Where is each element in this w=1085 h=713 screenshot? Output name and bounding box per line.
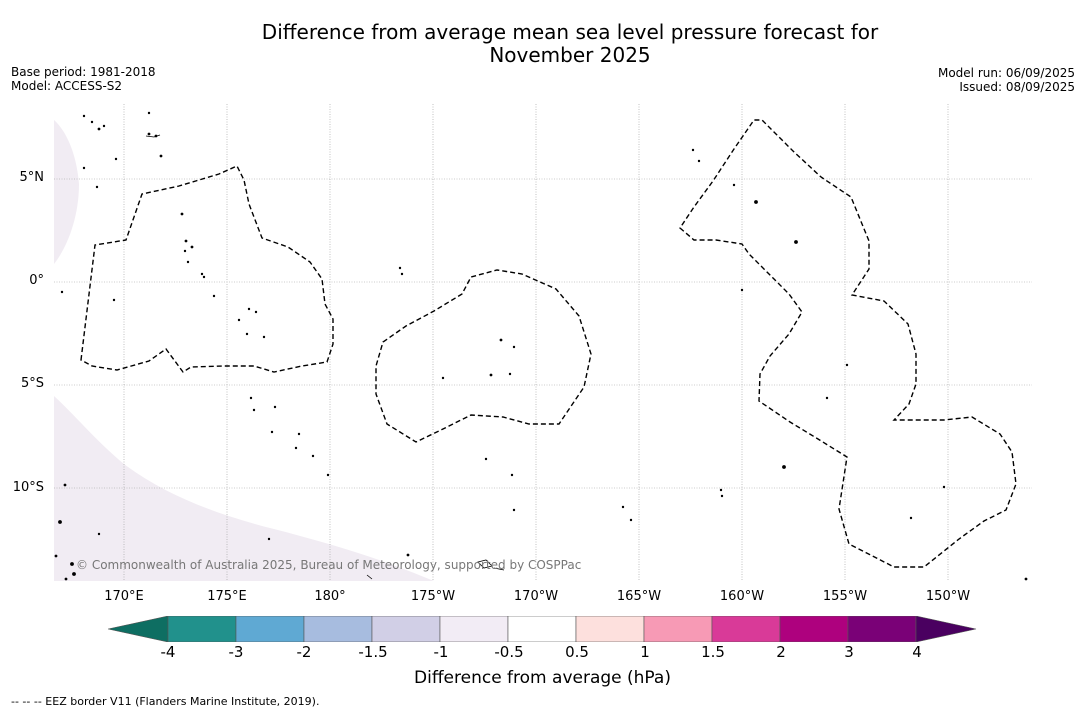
colorbar-segment: [575, 616, 645, 642]
lon-label-155w: 155°W: [822, 589, 868, 604]
cb-tick: 1.5: [701, 643, 725, 661]
cb-tick: 4: [912, 643, 922, 661]
lat-label-5s: 5°S: [20, 376, 44, 391]
lon-label-160w: 160°W: [719, 589, 765, 604]
lon-label-180: 180°: [314, 589, 346, 604]
title-line-2: November 2025: [489, 43, 651, 67]
lat-label-5n: 5°N: [19, 170, 45, 185]
eez-kiribati-line: [679, 119, 1017, 568]
anomaly-region-sw: [54, 396, 434, 581]
cb-tick: -1: [433, 643, 449, 661]
cb-tick: 3: [844, 643, 854, 661]
lon-label-170w: 170°W: [513, 589, 559, 604]
eez-kiribati-gilbert: [80, 165, 334, 373]
copyright-notice: © Commonwealth of Australia 2025, Bureau…: [76, 558, 582, 572]
islands: [54, 111, 1028, 581]
eez-legend-note: -- -- -- EEZ border V11 (Flanders Marine…: [11, 695, 320, 708]
title-line-1: Difference from average mean sea level p…: [261, 20, 879, 44]
lon-label-150w: 150°W: [925, 589, 971, 604]
colorbar-segment: [711, 616, 781, 642]
anomaly-region-nw: [54, 120, 79, 264]
lat-label-10s: 10°S: [12, 480, 44, 495]
lat-label-0: 0°: [29, 273, 44, 288]
lon-label-165w: 165°W: [616, 589, 662, 604]
lon-label-175e: 175°E: [207, 589, 247, 604]
model-run: Model run: 06/09/2025: [937, 66, 1075, 80]
model-name: Model: ACCESS-S2: [11, 79, 123, 93]
colorbar-segment: [371, 616, 441, 642]
colorbar-segment: [507, 616, 577, 642]
colorbar-segment: [303, 616, 373, 642]
cb-tick: -0.5: [494, 643, 524, 661]
lon-label-175w: 175°W: [410, 589, 456, 604]
gridlines: [54, 104, 1032, 581]
eez-borders: [80, 119, 1017, 568]
eez-tokelau: [375, 269, 592, 443]
colorbar: [108, 616, 977, 642]
colorbar-extend-low: [108, 616, 169, 642]
colorbar-label: Difference from average (hPa): [414, 668, 671, 688]
cb-tick: 1: [640, 643, 650, 661]
meta-right: Model run: 06/09/2025 Issued: 08/09/2025: [938, 66, 1075, 94]
cb-tick: -3: [228, 643, 244, 661]
colorbar-segment: [643, 616, 713, 642]
cb-tick: 2: [776, 643, 786, 661]
lon-label-170e: 170°E: [104, 589, 144, 604]
colorbar-segment: [439, 616, 509, 642]
cb-tick: 0.5: [565, 643, 589, 661]
base-period: Base period: 1981-2018: [11, 65, 156, 79]
chart-title: Difference from average mean sea level p…: [0, 21, 1085, 67]
colorbar-segment: [847, 616, 917, 642]
cb-tick: -1.5: [358, 643, 388, 661]
meta-left: Base period: 1981-2018 Model: ACCESS-S2: [11, 65, 156, 93]
colorbar-segment: [167, 616, 237, 642]
colorbar-segment: [235, 616, 305, 642]
colorbar-segment: [779, 616, 849, 642]
cb-tick: -2: [296, 643, 312, 661]
colorbar-extend-high: [915, 616, 977, 642]
map-panel: [54, 104, 1032, 581]
map-svg: [54, 104, 1032, 581]
issued-date: Issued: 08/09/2025: [959, 80, 1075, 94]
cb-tick: -4: [160, 643, 176, 661]
